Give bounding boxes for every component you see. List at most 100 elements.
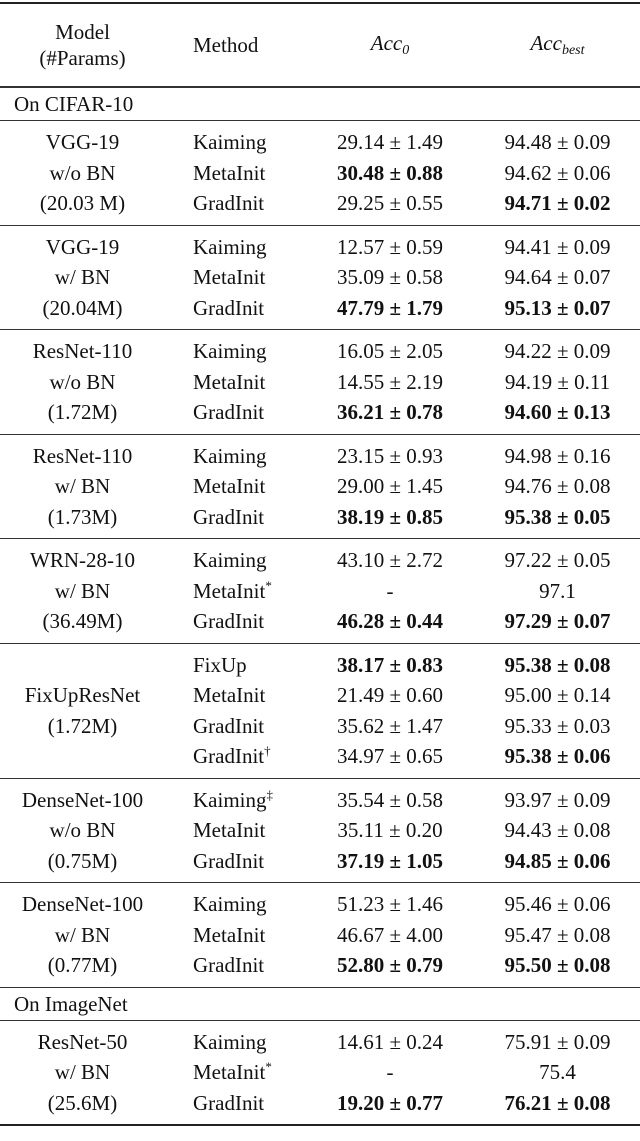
header-params-label: (#Params) [39,46,126,70]
model-group: ResNet-110 w/ BN (1.73M) Kaiming 23.15 ± 0.9… [0,435,640,539]
acc0-cell: 52.80 ± 0.79 [336,953,444,977]
method-footnote-mark: ‡ [266,786,274,802]
table-row: MetaInit* - 97.1 [165,576,640,607]
model-group: ResNet-50 w/ BN (25.6M) Kaiming 14.61 ± 0.24… [0,1021,640,1126]
model-line: (20.03 M) [39,191,126,215]
table-row: GradInit 29.25 ± 0.55 94.71 ± 0.02 [165,188,640,219]
model-cell: FixUpResNet (1.72M) [0,650,165,772]
method-name: GradInit [193,191,265,215]
method-name: Kaiming [193,1029,267,1054]
method-footnote-mark: * [265,1059,272,1074]
method-cell: MetaInit [165,367,305,398]
method-name: FixUp [193,652,247,677]
method-name: MetaInit [193,922,266,947]
model-line: DenseNet-100 [21,892,144,916]
accbest-cell: 94.41 ± 0.09 [504,234,611,259]
acc0-cell: 16.05 ± 2.05 [336,339,444,363]
header-accbest: Accbest [475,31,640,59]
table-header: Model (#Params) Method Acc0 Accbest [0,4,640,88]
accbest-cell: 75.4 [539,1060,576,1084]
method-name: Kaiming [193,548,267,572]
method-name: GradInit [193,953,265,977]
accbest-cell: 94.60 ± 0.13 [504,400,611,424]
method-name: MetaInit [193,160,266,185]
method-name: GradInit [193,848,265,873]
method-cell: GradInit [165,846,305,877]
model-line: DenseNet-100 [21,787,144,812]
header-accbest-base: Acc [530,31,562,55]
method-cell: GradInit [165,950,305,981]
method-cell: Kaiming [165,545,305,576]
model-line: (1.73M) [47,504,118,529]
table-row: Kaiming 23.15 ± 0.93 94.98 ± 0.16 [165,441,640,472]
accbest-cell: 94.48 ± 0.09 [504,130,611,154]
model-group: VGG-19 w/o BN (20.03 M) Kaiming 29.14 ± 1.49… [0,121,640,226]
section-title: On ImageNet [0,988,640,1021]
model-line: ResNet-110 [32,443,133,468]
accbest-cell: 94.98 ± 0.16 [504,443,611,468]
method-footnote-mark: * [265,577,272,593]
accbest-cell: 95.46 ± 0.06 [504,892,611,916]
method-cell: MetaInit [165,262,305,293]
model-line: (36.49M) [42,609,123,633]
table-row: FixUp 38.17 ± 0.83 95.38 ± 0.08 [165,650,640,681]
header-model-label: Model [55,20,110,44]
method-name: MetaInit [193,818,266,842]
method-cell: FixUp [165,650,305,681]
table-row: Kaiming 43.10 ± 2.72 97.22 ± 0.05 [165,545,640,576]
acc0-cell: 29.25 ± 0.55 [336,191,444,215]
model-line: w/o BN [49,818,116,842]
method-footnote-mark: † [264,743,271,758]
table-row: Kaiming‡ 35.54 ± 0.58 93.97 ± 0.09 [165,785,640,816]
acc0-cell: 35.11 ± 0.20 [337,818,443,842]
method-name: MetaInit [193,683,266,707]
model-group: DenseNet-100 w/ BN (0.77M) Kaiming 51.23 ± 1… [0,883,640,988]
header-model: Model (#Params) [0,19,165,71]
model-line: w/ BN [54,922,111,947]
top-rule [0,2,640,4]
model-cell: VGG-19 w/ BN (20.04M) [0,232,165,324]
accbest-cell: 94.76 ± 0.08 [504,474,611,498]
table-row: MetaInit 30.48 ± 0.88 94.62 ± 0.06 [165,158,640,189]
method-cell: GradInit† [165,741,305,772]
accbest-cell: 97.1 [539,578,576,603]
acc0-cell: 38.17 ± 0.83 [336,652,444,677]
model-cell: ResNet-110 w/ BN (1.73M) [0,441,165,533]
method-name: GradInit [193,1090,265,1115]
model-line: (0.75M) [47,848,118,873]
model-cell: DenseNet-100 w/ BN (0.77M) [0,889,165,981]
model-line: w/ BN [54,265,111,289]
method-rows: FixUp 38.17 ± 0.83 95.38 ± 0.08 MetaInit 21.… [165,650,640,772]
table-row: MetaInit 35.09 ± 0.58 94.64 ± 0.07 [165,262,640,293]
acc0-cell: 35.54 ± 0.58 [336,787,444,812]
accbest-cell: 95.47 ± 0.08 [504,922,611,947]
model-cell: ResNet-50 w/ BN (25.6M) [0,1027,165,1119]
acc0-cell: 37.19 ± 1.05 [336,848,444,873]
accbest-cell: 97.22 ± 0.05 [504,548,611,572]
table-row: GradInit 52.80 ± 0.79 95.50 ± 0.08 [165,950,640,981]
table-row: GradInit 46.28 ± 0.44 97.29 ± 0.07 [165,606,640,637]
method-name: GradInit [193,504,265,529]
acc0-cell: 12.57 ± 0.59 [336,234,444,259]
model-group: FixUpResNet (1.72M) FixUp 38.17 ± 0.83 95.38… [0,644,640,779]
acc0-cell: 14.61 ± 0.24 [336,1029,444,1054]
method-name: MetaInit [193,474,266,498]
accbest-cell: 94.22 ± 0.09 [504,339,611,363]
table-row: Kaiming 29.14 ± 1.49 94.48 ± 0.09 [165,127,640,158]
accbest-cell: 97.29 ± 0.07 [504,609,611,633]
method-cell: MetaInit* [165,576,305,607]
model-line: ResNet-110 [32,339,133,363]
header-acc0-base: Acc [370,31,403,55]
method-cell: GradInit [165,397,305,428]
method-rows: Kaiming 16.05 ± 2.05 94.22 ± 0.09 MetaInit 1… [165,336,640,428]
table-row: MetaInit 29.00 ± 1.45 94.76 ± 0.08 [165,471,640,502]
method-name: Kaiming [193,130,267,154]
method-cell: GradInit [165,502,305,533]
table-row: GradInit 19.20 ± 0.77 76.21 ± 0.08 [165,1088,640,1119]
model-line: (25.6M) [47,1090,118,1115]
method-cell: GradInit [165,293,305,324]
table-row: MetaInit 21.49 ± 0.60 95.00 ± 0.14 [165,680,640,711]
header-acc0-sub: 0 [402,43,410,58]
section-title: On CIFAR-10 [0,88,640,121]
